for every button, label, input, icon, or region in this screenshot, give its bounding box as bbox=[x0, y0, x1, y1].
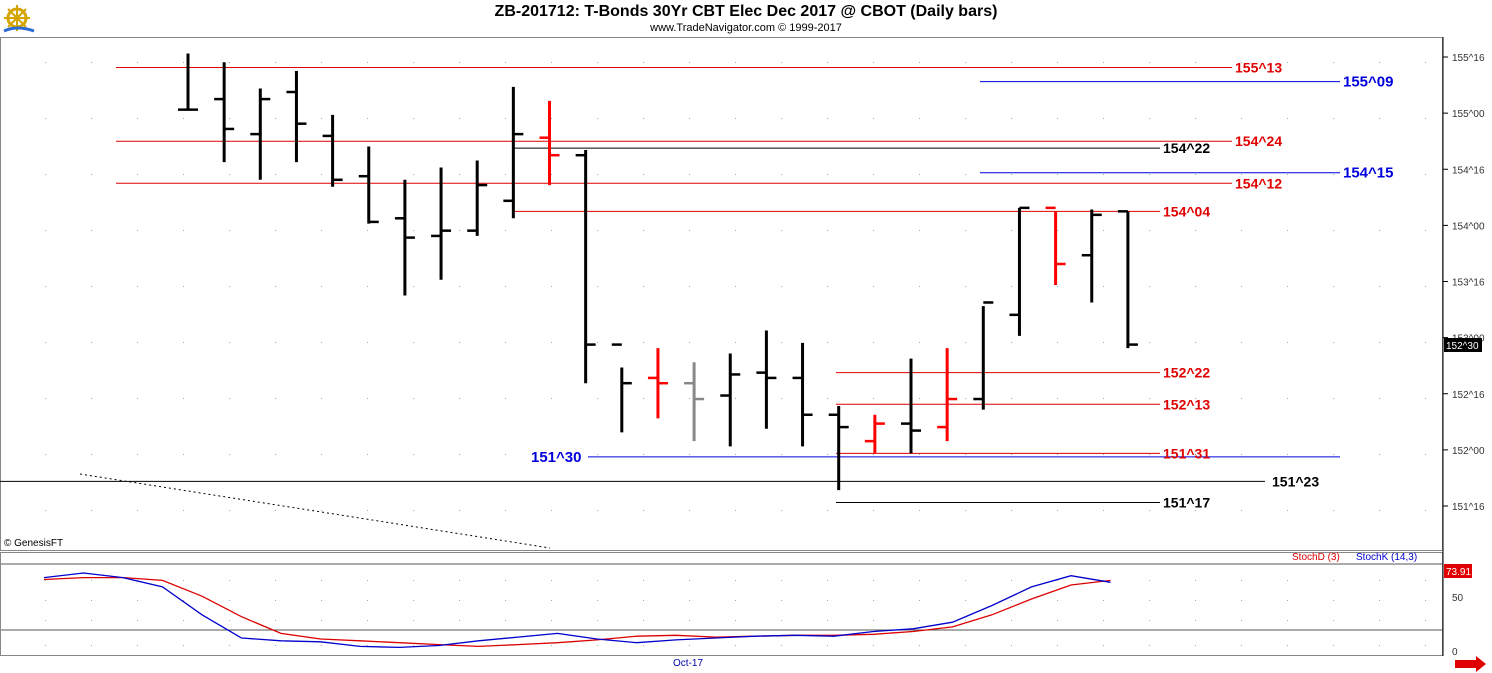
ship-wheel-logo-icon bbox=[3, 5, 35, 33]
chart-title: ZB-201712: T-Bonds 30Yr CBT Elec Dec 201… bbox=[494, 3, 998, 20]
ohlc-bar bbox=[358, 146, 379, 224]
ohlc-bar bbox=[250, 88, 271, 180]
price-tick-label: 155^16 bbox=[1452, 53, 1485, 64]
stoch-line-blue bbox=[43, 572, 1111, 649]
level-label-151-30: 151^30 bbox=[531, 449, 581, 466]
ohlc-bar bbox=[864, 414, 885, 454]
level-label-154-04: 154^04 bbox=[1163, 203, 1210, 219]
stoch-tick-0: 0 bbox=[1452, 647, 1458, 658]
level-label-152-13: 152^13 bbox=[1163, 396, 1210, 412]
ohlc-bar bbox=[792, 342, 813, 447]
level-label-154-22: 154^22 bbox=[1163, 140, 1210, 156]
ohlc-bar bbox=[286, 71, 307, 163]
stochastic-lines bbox=[43, 572, 1111, 649]
x-tick-oct-17: Oct-17 bbox=[673, 658, 703, 669]
price-panel bbox=[0, 37, 1443, 551]
ohlc-bar bbox=[178, 53, 198, 111]
price-tick-label: 152^00 bbox=[1452, 446, 1485, 457]
level-label-151-23: 151^23 bbox=[1272, 473, 1319, 489]
price-levels: 155^13 155^09 154^24 154^22 154^15 154^12 154^… bbox=[0, 60, 1393, 511]
ohlc-bar bbox=[720, 353, 741, 447]
ohlc-bar bbox=[1117, 210, 1138, 349]
title-bar: ZB-201712: T-Bonds 30Yr CBT Elec Dec 201… bbox=[0, 0, 1492, 37]
ohlc-bar bbox=[684, 362, 705, 442]
ohlc-bar bbox=[647, 348, 668, 419]
legend-stochk: StochK (14,3) bbox=[1356, 552, 1417, 563]
ohlc-bar bbox=[937, 348, 958, 442]
ohlc-bar bbox=[503, 86, 524, 219]
legend-stochd: StochD (3) bbox=[1292, 552, 1340, 563]
ohlc-bar bbox=[756, 330, 777, 429]
ohlc-bar bbox=[901, 358, 921, 454]
ohlc-bar bbox=[322, 114, 343, 187]
ohlc-bars bbox=[178, 53, 1138, 491]
ohlc-bar bbox=[539, 100, 560, 186]
price-tick-label: 152^16 bbox=[1452, 390, 1485, 401]
chart-subtitle: www.TradeNavigator.com © 1999-2017 bbox=[650, 22, 842, 34]
ohlc-bar bbox=[1045, 206, 1066, 285]
ohlc-bar bbox=[828, 405, 849, 491]
ohlc-bar bbox=[575, 149, 596, 384]
price-axis: 155^16155^00154^16154^00153^16153^00152^… bbox=[1443, 53, 1485, 513]
stoch-last-tag bbox=[1444, 564, 1472, 578]
price-tick-label: 154^16 bbox=[1452, 165, 1485, 176]
trend-line bbox=[79, 473, 551, 549]
dot-grid bbox=[45, 62, 1426, 646]
price-tick-label: 155^00 bbox=[1452, 109, 1485, 120]
level-label-155-13: 155^13 bbox=[1235, 60, 1282, 76]
ohlc-bar bbox=[1009, 206, 1030, 336]
price-tick-label: 154^00 bbox=[1452, 221, 1485, 232]
ohlc-bar bbox=[611, 343, 632, 433]
last-price-tag bbox=[1444, 338, 1482, 352]
level-label-152-22: 152^22 bbox=[1163, 365, 1210, 381]
ohlc-bar bbox=[467, 160, 488, 236]
level-label-151-17: 151^17 bbox=[1163, 495, 1210, 511]
ohlc-bar bbox=[431, 167, 452, 280]
stoch-tick-50: 50 bbox=[1452, 593, 1464, 604]
level-label-154-24: 154^24 bbox=[1235, 133, 1282, 149]
level-label-155-09: 155^09 bbox=[1343, 74, 1393, 91]
stoch-line-red bbox=[43, 576, 1111, 648]
ohlc-bar bbox=[394, 179, 415, 296]
last-price-label: 152^30 bbox=[1446, 341, 1479, 352]
price-tick-label: 151^16 bbox=[1452, 502, 1485, 513]
ohlc-bar bbox=[1081, 209, 1102, 303]
level-label-154-15: 154^15 bbox=[1343, 165, 1393, 182]
copyright-label: © GenesisFT bbox=[4, 538, 63, 549]
level-label-154-12: 154^12 bbox=[1235, 175, 1282, 191]
ohlc-bar bbox=[973, 301, 994, 410]
price-tick-label: 153^16 bbox=[1452, 278, 1485, 289]
level-label-151-31: 151^31 bbox=[1163, 445, 1210, 461]
stoch-last-value: 73.91 bbox=[1446, 567, 1471, 578]
ohlc-bar bbox=[214, 62, 235, 163]
scroll-right-arrow-icon[interactable] bbox=[1455, 656, 1486, 672]
